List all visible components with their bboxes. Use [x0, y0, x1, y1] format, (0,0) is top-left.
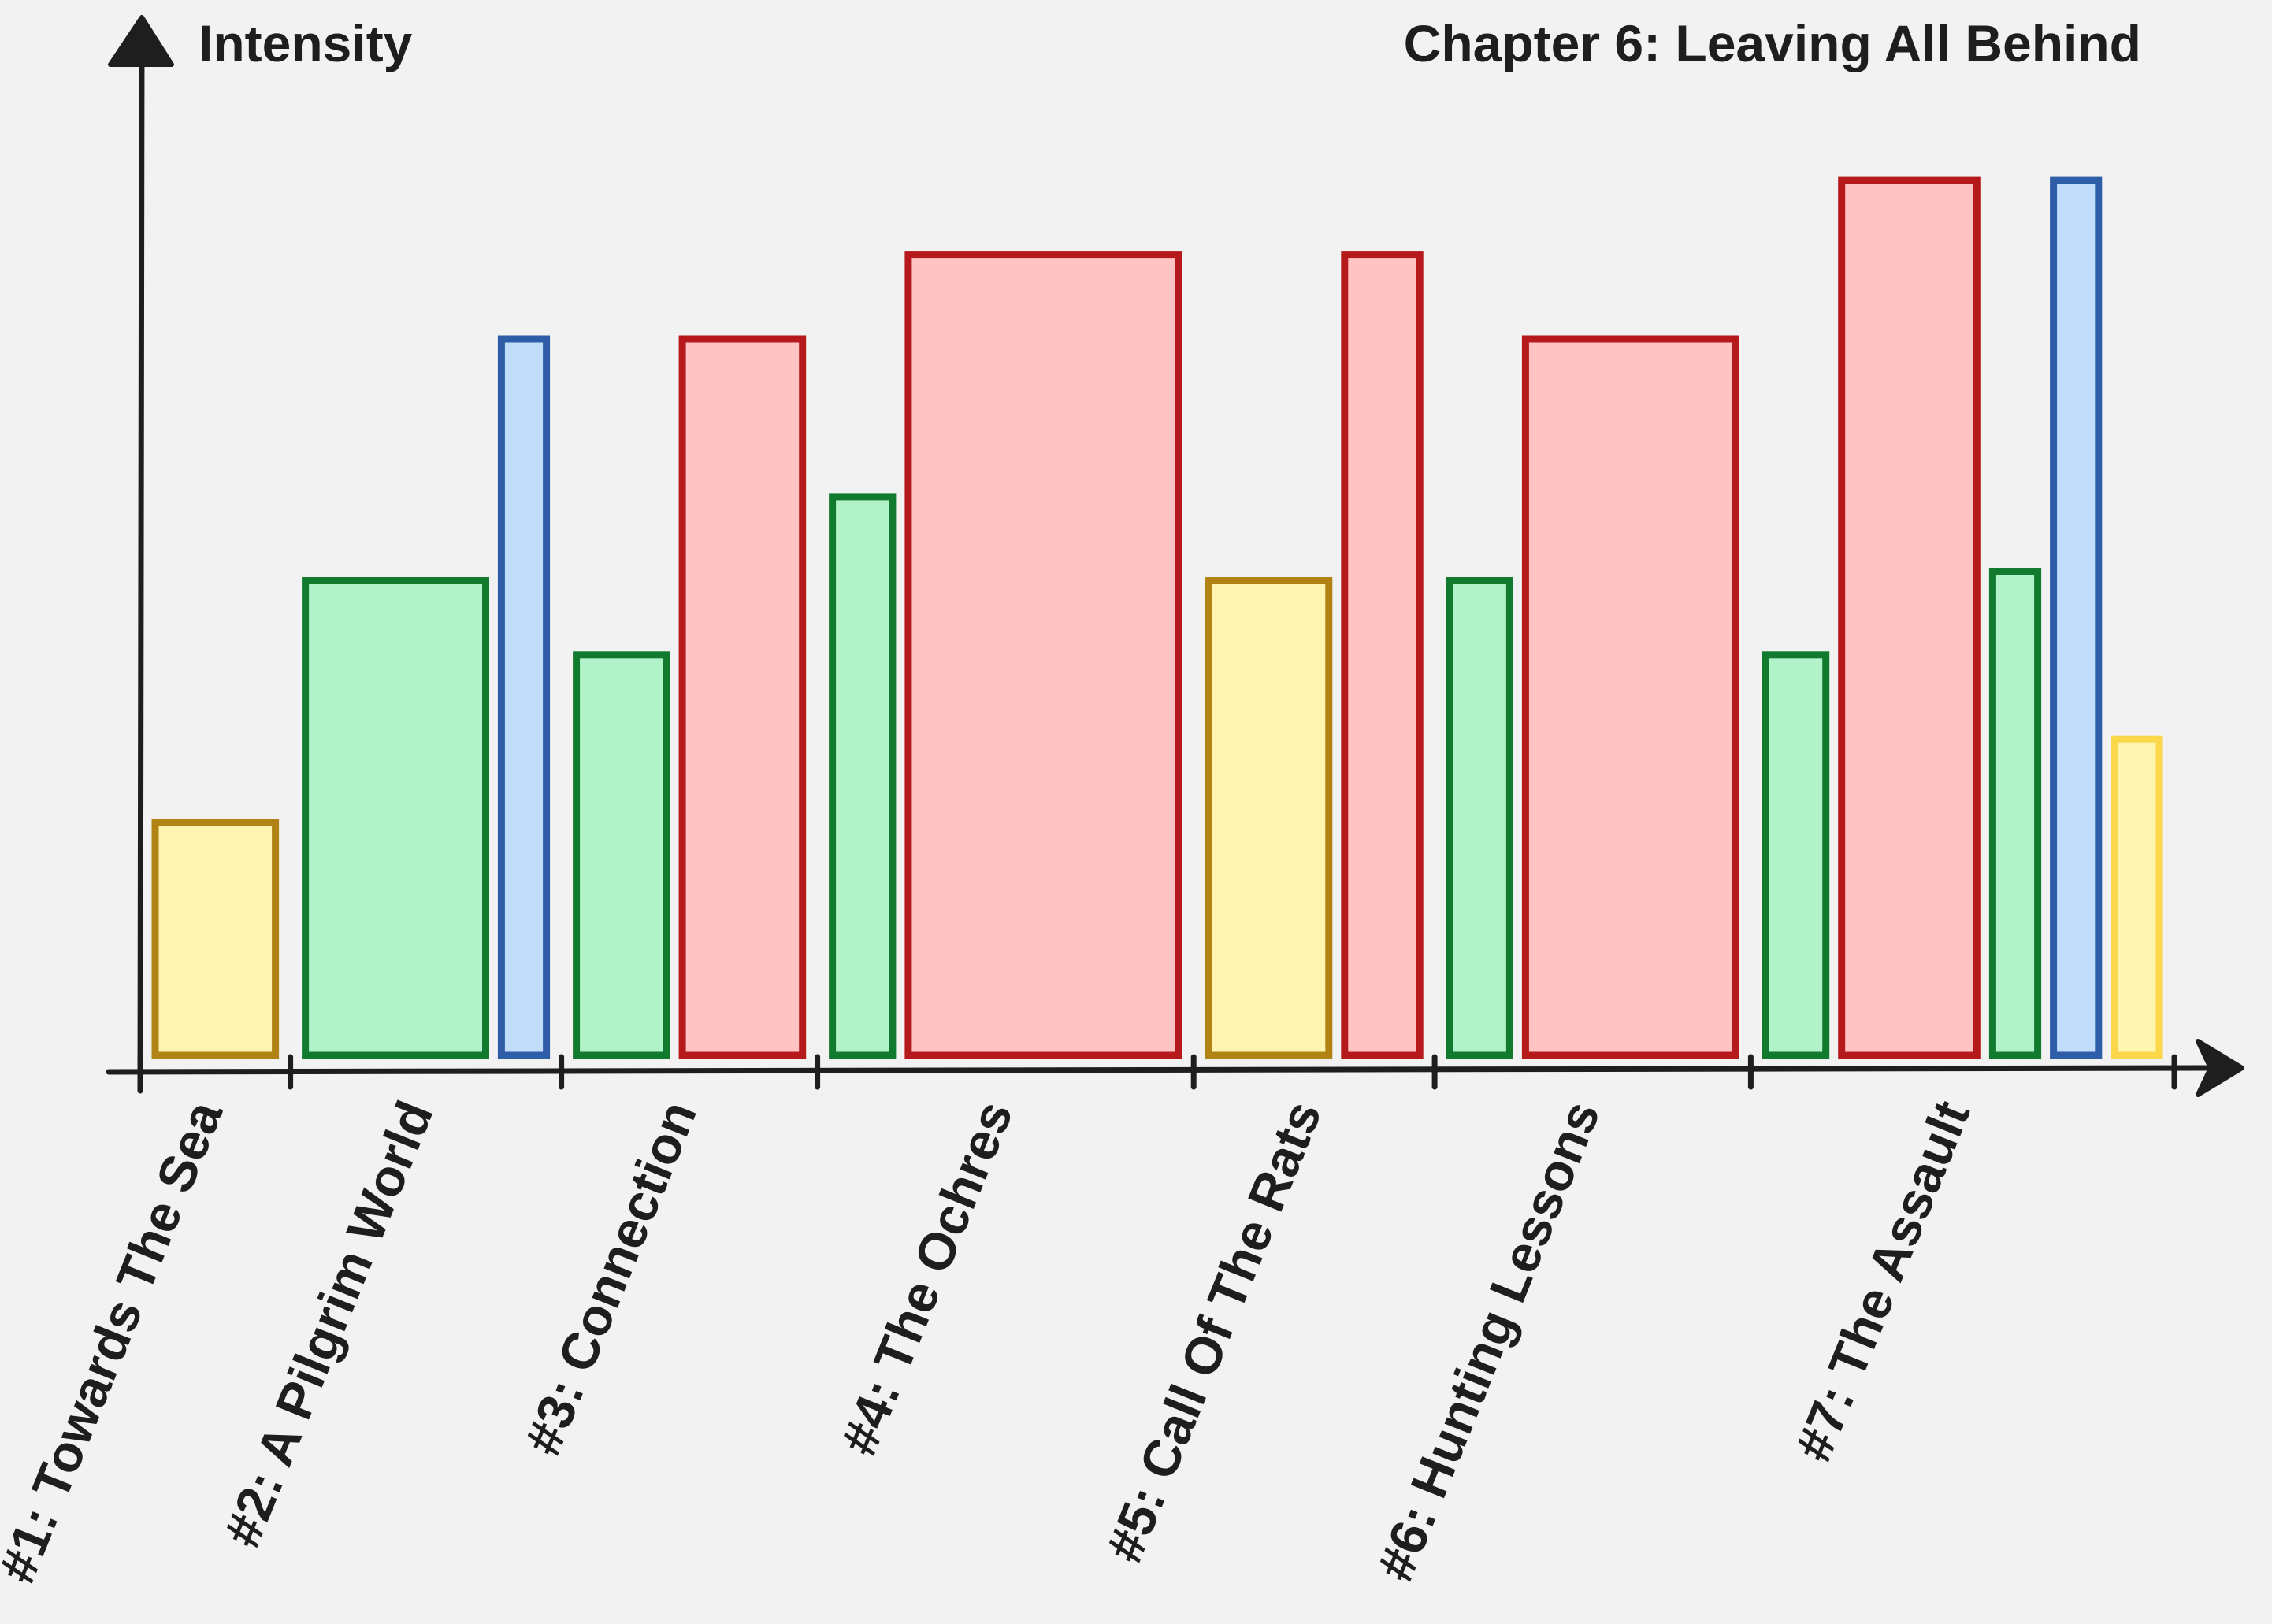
x-tick-label-3: #3: Connection — [513, 1093, 707, 1463]
bar-cat2-2-blue — [497, 335, 551, 1059]
bar-cat7-1-green — [1762, 651, 1830, 1059]
x-tick-label-6: #6: Hunting Lessons — [1365, 1093, 1611, 1589]
axes-layer — [106, 15, 2244, 1097]
bar-cat3-2-red — [678, 335, 807, 1059]
bar-cat4-2-red — [904, 251, 1182, 1059]
bar-cat7-3-green — [1988, 568, 2042, 1059]
bar-cat5-2-red — [1341, 251, 1424, 1059]
x-tick-label-1: #1: Towards The Sea — [0, 1092, 234, 1590]
x-tick-label-5: #5: Call Of The Rats — [1094, 1093, 1332, 1570]
bar-cat7-4-blue — [2050, 176, 2103, 1059]
ticks-layer — [137, 1054, 2177, 1090]
bar-cat2-1-green — [302, 577, 489, 1059]
labels-layer: #1: Towards The Sea#2: A Pilgrim World #3… — [0, 1092, 1981, 1590]
x-tick-label-4: #4: The Ochres — [829, 1093, 1023, 1463]
chart-title: Chapter 6: Leaving All Behind — [1404, 14, 2141, 72]
x-axis — [106, 1065, 2209, 1075]
y-axis — [137, 32, 145, 1094]
bar-cat7-2-red — [1838, 176, 1981, 1059]
x-tick-label-2: #2: A Pilgrim World — [212, 1093, 444, 1555]
bar-cat6-2-red — [1521, 335, 1739, 1059]
bar-cat5-1-yellow — [1205, 577, 1333, 1059]
x-axis-arrowhead — [2196, 1039, 2244, 1097]
bar-cat3-1-green — [573, 651, 670, 1059]
bar-cat7-5-light-yellow — [2111, 735, 2163, 1059]
bars-layer — [151, 176, 2163, 1059]
x-tick-label-7: #7: The Assault — [1784, 1093, 1981, 1470]
y-axis-label: Intensity — [199, 14, 413, 72]
bar-cat6-1-green — [1446, 577, 1513, 1059]
y-axis-arrowhead — [108, 15, 174, 67]
bar-cat1-1-yellow — [151, 819, 280, 1059]
bar-cat4-1-green — [829, 493, 897, 1059]
